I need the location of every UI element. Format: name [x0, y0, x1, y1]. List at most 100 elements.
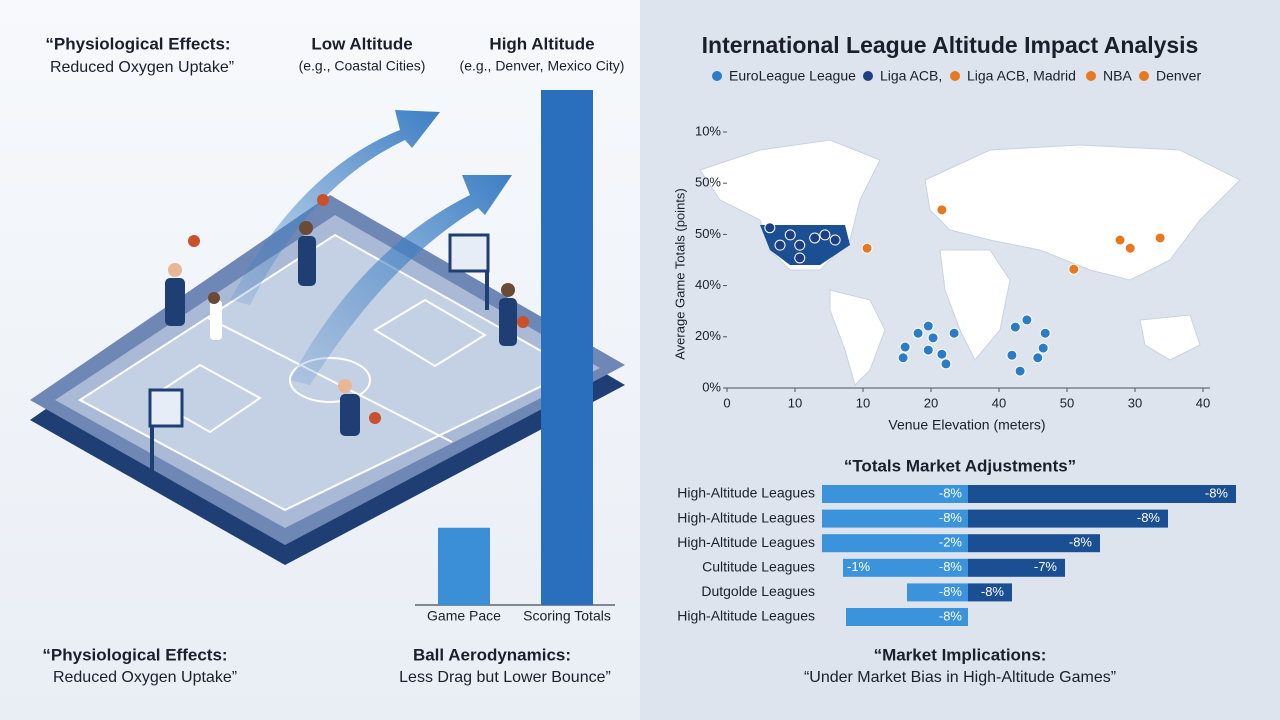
point — [940, 358, 952, 370]
y-tick-label: 50% — [695, 226, 721, 241]
bar — [541, 90, 593, 605]
bar-label: -1% — [847, 559, 871, 574]
category-label: High-Altitude Leagues — [677, 509, 815, 525]
bar-segment — [846, 608, 968, 626]
point — [819, 229, 831, 241]
legend-label: Denver — [1156, 68, 1201, 84]
bar-label: -2% — [939, 535, 963, 550]
chart-title: “Totals Market Adjustments” — [844, 456, 1076, 475]
point — [936, 204, 948, 216]
bar-label: -8% — [981, 584, 1005, 599]
quote-title: “Physiological Effects: — [42, 645, 227, 664]
legend-marker — [1139, 71, 1149, 81]
legend-marker — [1086, 71, 1096, 81]
point — [922, 320, 934, 332]
point — [764, 222, 776, 234]
bar-label: -8% — [939, 485, 963, 500]
legend-label: Liga ACB, Madrid — [967, 68, 1076, 84]
y-tick-label: 10% — [695, 123, 721, 138]
chart-title: International League Altitude Impact Ana… — [702, 32, 1199, 58]
point — [912, 327, 924, 339]
bar-label: -7% — [1034, 559, 1058, 574]
category-label: Cultitude Leagues — [702, 559, 815, 575]
bar-segment — [822, 485, 968, 503]
bar-label: -8% — [939, 510, 963, 525]
x-tick-label: Game Pace — [427, 608, 501, 624]
court-illustration — [30, 110, 625, 565]
quote-text: Reduced Oxygen Uptake” — [53, 669, 237, 686]
x-tick-label: 10 — [788, 395, 802, 410]
category-label: Dutgolde Leagues — [701, 583, 815, 599]
high-sub: (e.g., Denver, Mexico City) — [460, 58, 625, 74]
footer-title: “Market Implications: — [874, 645, 1047, 664]
bar-segment — [907, 583, 968, 602]
x-tick-label: 0 — [723, 395, 730, 410]
x-tick-label: 40 — [992, 395, 1006, 410]
legend-label: EuroLeague League — [729, 68, 856, 84]
point — [1124, 242, 1136, 254]
legend-label: NBA — [1103, 68, 1132, 84]
point — [948, 327, 960, 339]
point — [927, 332, 939, 344]
x-tick-label: 20 — [924, 395, 938, 410]
category-label: High-Altitude Leagues — [677, 534, 815, 550]
bar-segment — [968, 509, 1168, 528]
note-title: Ball Aerodynamics: — [413, 645, 571, 664]
low-title: Low Altitude — [311, 34, 412, 53]
x-tick-label: 40 — [1196, 395, 1210, 410]
point — [936, 348, 948, 360]
point — [774, 239, 786, 251]
category-label: High-Altitude Leagues — [677, 485, 815, 501]
point — [1021, 314, 1033, 326]
bar-label: -8% — [1069, 535, 1093, 550]
point — [1039, 327, 1051, 339]
point — [1154, 232, 1166, 244]
bar-segment — [968, 485, 1236, 503]
legend-marker — [712, 71, 722, 81]
y-axis-label: Average Game Totals (points) — [672, 188, 687, 360]
point — [1114, 234, 1126, 246]
point — [899, 341, 911, 353]
point — [794, 252, 806, 264]
high-title: High Altitude — [489, 34, 594, 53]
point — [922, 344, 934, 356]
legend-label: Liga ACB, — [880, 68, 942, 84]
point — [809, 232, 821, 244]
x-tick-label: 30 — [1128, 395, 1142, 410]
x-tick-label: 10 — [856, 395, 870, 410]
point — [1032, 352, 1044, 364]
bar-segment — [843, 558, 968, 577]
low-sub: (e.g., Coastal Cities) — [299, 58, 426, 74]
bar-label: -8% — [1137, 510, 1161, 525]
bar-label: -8% — [939, 559, 963, 574]
point — [1037, 342, 1049, 354]
bar-segment — [968, 534, 1100, 553]
x-axis-label: Venue Elevation (meters) — [888, 417, 1045, 433]
legend-marker — [950, 71, 960, 81]
point — [1068, 263, 1080, 275]
point — [794, 239, 806, 251]
bar-label: -8% — [939, 608, 963, 623]
y-tick-label: 0% — [702, 379, 721, 394]
footer-text: “Under Market Bias in High-Altitude Game… — [804, 669, 1116, 686]
point — [861, 242, 873, 254]
bar — [438, 527, 490, 605]
legend-marker — [863, 71, 873, 81]
point — [1014, 365, 1026, 377]
quote-title: “Physiological Effects: — [45, 34, 230, 53]
category-label: High-Altitude Leagues — [677, 608, 815, 624]
bar-segment — [822, 534, 968, 553]
point — [829, 234, 841, 246]
y-tick-label: 20% — [695, 328, 721, 343]
y-tick-label: 40% — [695, 277, 721, 292]
bar-segment — [968, 558, 1065, 577]
bar-segment — [968, 583, 1012, 602]
point — [1009, 321, 1021, 333]
point — [1006, 349, 1018, 361]
bar-segment — [822, 509, 968, 528]
x-tick-label: 50 — [1060, 395, 1074, 410]
point — [897, 352, 909, 364]
x-tick-label: Scoring Totals — [523, 608, 611, 624]
quote-text: Reduced Oxygen Uptake” — [50, 59, 234, 76]
